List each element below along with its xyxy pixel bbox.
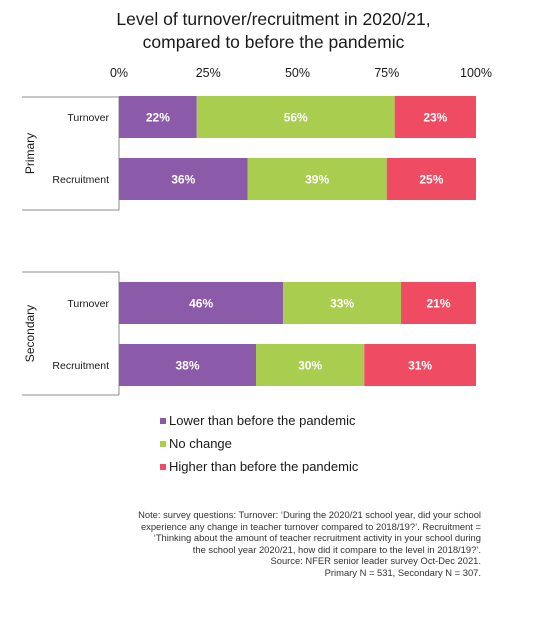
x-tick-label-75: 75% [374,66,399,80]
bar-primary-recruitment-no-change [247,158,387,200]
data-label-secondary-turnover-lower: 46% [189,297,213,311]
bar-primary-recruitment-higher [386,158,476,200]
legend-label-higher: Higher than before the pandemic [169,459,359,474]
x-tick-label-100: 100% [460,66,492,80]
bar-primary-turnover-lower [119,96,197,138]
chart-title: Level of turnover/recruitment in 2020/21… [0,8,547,54]
data-label-primary-recruitment-no-change: 39% [305,173,329,187]
category-label-secondary-turnover: Turnover [67,298,109,310]
group-label-secondary: Secondary [23,305,37,362]
data-label-primary-recruitment-higher: 25% [419,173,443,187]
chart-title-line-2: compared to before the pandemic [142,32,405,52]
legend-item-lower: Lower than before the pandemic [160,413,355,428]
note-line-1: Note: survey questions: Turnover: ‘Durin… [138,509,481,520]
chart-title-line-1: Level of turnover/recruitment in 2020/21… [116,9,431,29]
chart-notes: Note: survey questions: Turnover: ‘Durin… [51,509,481,579]
bar-secondary-recruitment-lower [119,344,257,386]
data-label-primary-turnover-no-change: 56% [284,111,308,125]
x-tick-label-0: 0% [110,66,128,80]
category-label-secondary-recruitment: Recruitment [52,360,109,372]
data-label-secondary-recruitment-no-change: 30% [298,359,322,373]
bar-secondary-recruitment-higher [364,344,476,386]
bar-secondary-turnover-no-change [283,282,402,324]
legend-label-no-change: No change [169,436,232,451]
x-tick-label-50: 50% [285,66,310,80]
bar-secondary-turnover-higher [401,282,476,324]
bar-primary-recruitment-lower [119,158,248,200]
data-label-secondary-turnover-higher: 21% [426,297,450,311]
data-label-secondary-recruitment-lower: 38% [175,359,199,373]
data-label-secondary-turnover-no-change: 33% [330,297,354,311]
legend-item-no-change: No change [160,436,232,451]
group-label-primary: Primary [23,133,37,174]
stacked-bar-chart: 0% 25% 50% 75% 100% Primary Secondary Turnover 2… [22,66,492,396]
legend-swatch-lower [160,417,166,424]
category-label-primary-recruitment: Recruitment [52,174,109,186]
note-line-5: Source: NFER senior leader survey Oct-De… [270,555,481,567]
data-label-primary-recruitment-lower: 36% [171,173,195,187]
bar-secondary-recruitment-no-change [256,344,365,386]
bar-primary-turnover-no-change [196,96,395,138]
bar-primary-turnover-higher [394,96,476,138]
legend-swatch-higher [160,463,166,470]
data-label-primary-turnover-lower: 22% [146,111,170,125]
data-label-secondary-recruitment-higher: 31% [408,359,432,373]
bar-secondary-turnover-lower [119,282,284,324]
data-label-primary-turnover-higher: 23% [423,111,447,125]
legend-swatch-no-change [160,440,166,447]
category-label-primary-turnover: Turnover [67,112,109,124]
note-line-2: experience any change in teacher turnove… [140,520,481,532]
legend-label-lower: Lower than before the pandemic [169,413,356,428]
x-tick-label-25: 25% [196,66,221,80]
note-line-3: ‘Thinking about the amount of teacher re… [153,532,481,544]
legend-item-higher: Higher than before the pandemic [160,459,358,474]
note-line-4: the school year 2020/21, how did it comp… [192,543,481,555]
note-line-6: Primary N = 531, Secondary N = 307. [324,566,481,578]
